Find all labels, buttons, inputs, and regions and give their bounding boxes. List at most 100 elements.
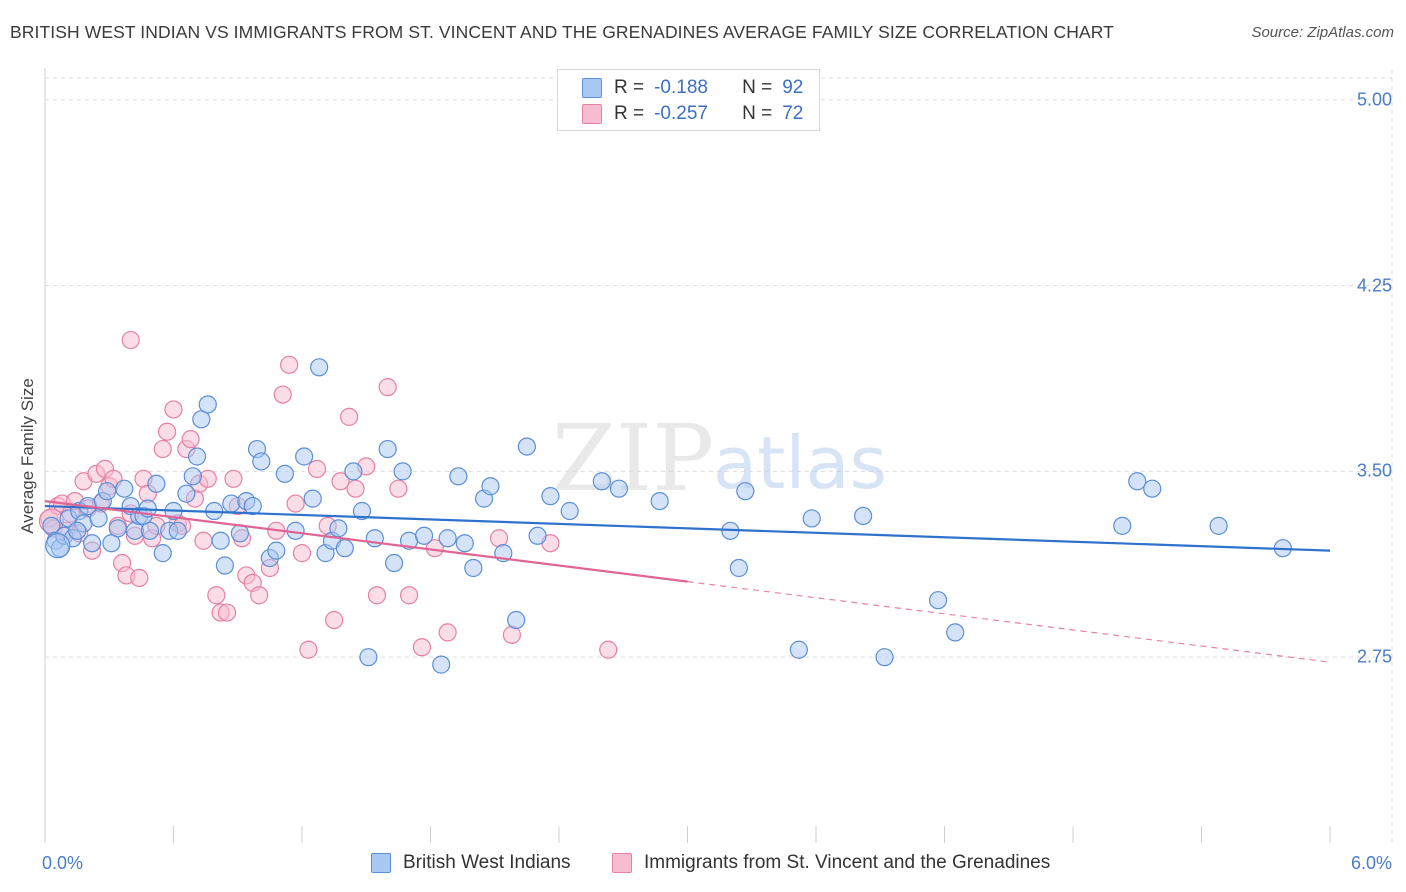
legend-label: British West Indians	[403, 852, 571, 873]
point-british-west-indians	[329, 519, 348, 538]
point-british-west-indians	[802, 509, 821, 528]
point-immigrants	[286, 494, 305, 513]
point-british-west-indians	[275, 464, 294, 483]
point-immigrants	[280, 355, 299, 374]
stats-row-pink: R = -0.257 N = 72	[582, 101, 803, 127]
chart-title: BRITISH WEST INDIAN VS IMMIGRANTS FROM S…	[10, 22, 1114, 42]
point-british-west-indians	[45, 533, 71, 559]
gridlines	[45, 70, 1393, 843]
point-british-west-indians	[384, 553, 404, 573]
n-label: N =	[742, 103, 773, 124]
point-british-west-indians	[187, 447, 207, 466]
point-british-west-indians	[946, 623, 965, 642]
point-british-west-indians	[541, 487, 560, 506]
legend-label: Immigrants from St. Vincent and the Gren…	[644, 852, 1051, 873]
point-british-west-indians	[650, 491, 669, 511]
point-immigrants	[273, 385, 292, 404]
stats-row-blue: R = -0.188 N = 92	[582, 75, 803, 101]
trend-line-immigrants-solid	[44, 500, 688, 583]
trend-lines	[44, 500, 1331, 663]
point-british-west-indians	[211, 531, 230, 550]
axes	[44, 68, 1331, 843]
point-british-west-indians	[140, 521, 160, 540]
point-british-west-indians	[83, 534, 102, 553]
pink-swatch	[582, 104, 602, 124]
watermark: ZIP atlas	[552, 405, 887, 512]
point-british-west-indians	[1143, 479, 1162, 498]
point-british-west-indians	[736, 482, 755, 501]
point-immigrants	[194, 531, 213, 550]
point-immigrants	[198, 469, 217, 488]
point-immigrants	[599, 640, 618, 659]
point-immigrants	[157, 422, 177, 441]
point-british-west-indians	[414, 526, 434, 545]
n-value: 72	[782, 103, 804, 124]
point-british-west-indians	[481, 477, 500, 496]
legend-item-immigrants[interactable]: Immigrants from St. Vincent and the Gren…	[612, 852, 1050, 874]
point-british-west-indians	[393, 462, 412, 481]
point-immigrants	[292, 544, 312, 563]
point-british-west-indians	[168, 521, 187, 540]
chart-source: Source: ZipAtlas.com	[1251, 24, 1394, 41]
point-british-west-indians	[108, 519, 127, 538]
point-british-west-indians	[729, 558, 749, 578]
point-immigrants	[399, 586, 419, 605]
point-british-west-indians	[295, 447, 314, 466]
r-value: -0.257	[654, 103, 708, 124]
point-british-west-indians	[243, 496, 262, 516]
point-british-west-indians	[252, 452, 271, 471]
point-british-west-indians	[432, 655, 451, 674]
watermark-zip: ZIP	[552, 405, 714, 512]
point-immigrants	[389, 479, 408, 498]
point-immigrants	[367, 586, 387, 605]
point-british-west-indians	[183, 467, 202, 486]
point-immigrants	[299, 640, 318, 659]
stats-legend-box: R = -0.188 N = 92 R = -0.257 N = 72	[557, 69, 820, 131]
point-british-west-indians	[115, 479, 134, 498]
point-british-west-indians	[378, 439, 397, 459]
point-immigrants	[438, 623, 457, 642]
r-label: R =	[614, 77, 645, 98]
n-value: 92	[782, 77, 804, 98]
point-british-west-indians	[177, 484, 196, 503]
series-british-west-indians-points	[42, 358, 1292, 674]
y-tick-label: 3.50	[1356, 460, 1392, 481]
point-british-west-indians	[68, 521, 87, 540]
bottom-legend: British West Indians Immigrants from St.…	[0, 850, 1406, 878]
point-immigrants	[153, 439, 172, 459]
point-immigrants	[164, 400, 183, 419]
point-british-west-indians	[215, 556, 234, 575]
legend-item-british-west-indians[interactable]: British West Indians	[371, 852, 571, 874]
point-british-west-indians	[352, 501, 372, 521]
point-immigrants	[331, 472, 350, 491]
point-british-west-indians	[153, 544, 172, 563]
point-british-west-indians	[464, 558, 483, 578]
point-immigrants	[224, 469, 243, 488]
point-immigrants	[217, 603, 237, 622]
point-immigrants	[325, 610, 344, 630]
point-british-west-indians	[1128, 472, 1147, 491]
point-immigrants	[181, 430, 200, 449]
point-british-west-indians	[344, 462, 363, 481]
point-immigrants	[121, 330, 140, 350]
point-british-west-indians	[98, 482, 117, 501]
point-british-west-indians	[147, 474, 166, 493]
point-immigrants	[340, 407, 359, 426]
r-label: R =	[614, 103, 645, 124]
point-british-west-indians	[455, 534, 474, 553]
point-british-west-indians	[528, 526, 547, 545]
trend-line-british-west-indians	[44, 504, 1331, 552]
point-british-west-indians	[609, 479, 629, 498]
point-immigrants	[378, 378, 397, 397]
point-immigrants	[346, 479, 365, 498]
y-tick-label: 5.00	[1356, 89, 1392, 110]
point-immigrants	[412, 638, 432, 657]
legend-pink-swatch	[612, 853, 632, 873]
point-british-west-indians	[222, 494, 241, 513]
point-british-west-indians	[517, 437, 536, 456]
point-british-west-indians	[310, 358, 329, 377]
y-tick-label: 2.75	[1356, 646, 1392, 667]
point-immigrants	[207, 586, 226, 605]
n-label: N =	[742, 77, 773, 98]
point-immigrants	[130, 568, 149, 588]
